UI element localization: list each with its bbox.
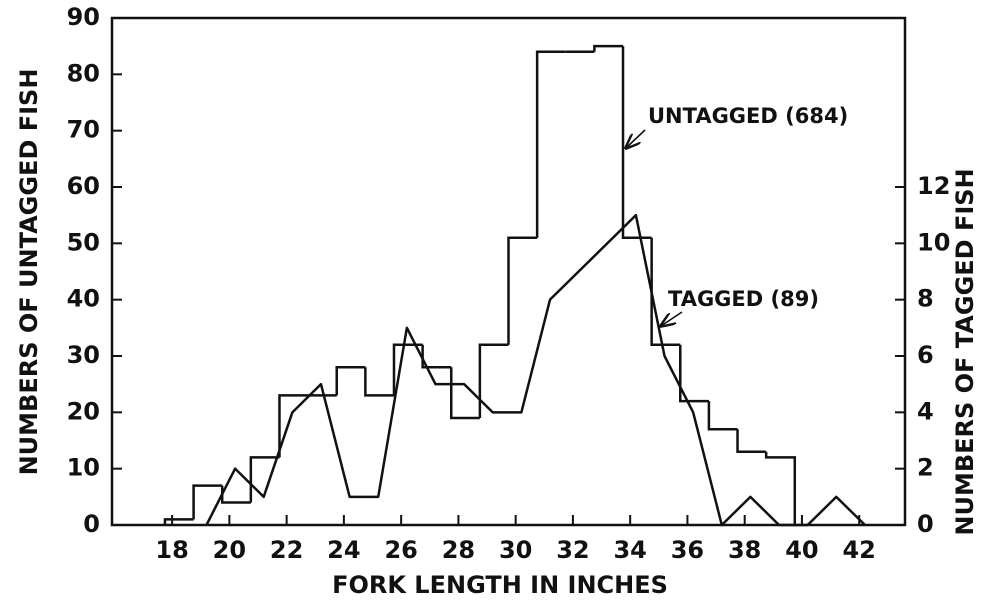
histogram-step — [650, 237, 681, 346]
y2-axis-label: NUMBERS OF TAGGED FISH — [951, 168, 979, 535]
y-tick-label: 70 — [67, 116, 100, 144]
y-tick-label: 60 — [67, 172, 100, 200]
x-tick-label: 22 — [270, 536, 303, 564]
histogram-step — [421, 344, 452, 369]
x-tick-label: 34 — [613, 536, 646, 564]
annotation: TAGGED (89) — [668, 287, 819, 311]
y2-tick-label: 4 — [917, 397, 934, 425]
histogram-step — [764, 451, 797, 525]
histogram-step — [621, 46, 652, 239]
histogram-step — [220, 485, 251, 504]
y2-tick-label: 2 — [917, 454, 934, 482]
x-tick-label: 36 — [671, 536, 704, 564]
annotation: UNTAGGED (684) — [648, 104, 848, 128]
histogram-step — [249, 456, 280, 503]
x-tick-label: 32 — [556, 536, 589, 564]
y2-tick-label: 0 — [917, 510, 934, 538]
histogram-step — [535, 50, 566, 238]
x-tick-label: 26 — [384, 536, 417, 564]
x-tick-label: 38 — [728, 536, 761, 564]
y2-tick-label: 12 — [917, 172, 950, 200]
x-tick-label: 18 — [155, 536, 188, 564]
y-tick-label: 40 — [67, 285, 100, 313]
annotation-arrow — [626, 129, 646, 148]
histogram-step — [593, 44, 624, 52]
histogram-step — [192, 484, 223, 520]
y-tick-label: 20 — [67, 397, 100, 425]
histogram-step — [478, 343, 509, 418]
y-tick-label: 10 — [67, 454, 100, 482]
x-tick-label: 42 — [842, 536, 875, 564]
y-axis-label: NUMBERS OF UNTAGGED FISH — [15, 69, 43, 476]
y2-tick-label: 6 — [917, 341, 934, 369]
x-tick-label: 24 — [327, 536, 360, 564]
x-tick-label: 40 — [785, 536, 818, 564]
histogram-step — [364, 367, 394, 397]
line — [205, 213, 866, 527]
annotation-arrow — [661, 311, 683, 326]
y2-tick-label: 10 — [917, 228, 950, 256]
x-axis-label: FORK LENGTH IN INCHES — [332, 571, 668, 599]
y-tick-label: 80 — [67, 59, 100, 87]
y-tick-label: 90 — [67, 3, 100, 31]
histogram-step — [163, 518, 194, 525]
y2-tick-label: 8 — [917, 285, 934, 313]
x-tick-label: 28 — [442, 536, 475, 564]
y-tick-label: 50 — [67, 228, 100, 256]
x-tick-label: 20 — [213, 536, 246, 564]
x-tick-label: 30 — [499, 536, 532, 564]
histogram-step — [449, 367, 480, 420]
histogram-step — [335, 366, 366, 396]
histogram-step — [278, 394, 309, 458]
histogram-step — [707, 401, 738, 431]
y-tick-label: 0 — [83, 510, 100, 538]
histogram-step — [507, 236, 538, 345]
histogram-step — [679, 344, 709, 403]
histogram-step — [736, 429, 767, 454]
y-tick-label: 30 — [67, 341, 100, 369]
plot-frame — [110, 16, 907, 527]
histogram-step — [392, 343, 423, 396]
